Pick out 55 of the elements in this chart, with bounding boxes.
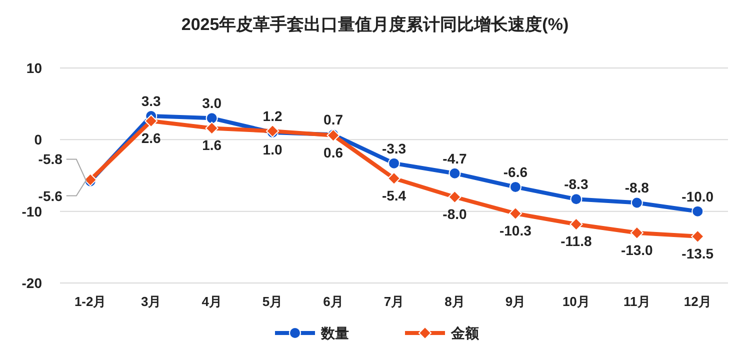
point (691, 230, 704, 243)
data-label: 1.2 (262, 108, 282, 124)
data-label: -13.5 (682, 245, 714, 262)
point (448, 190, 462, 204)
data-label: -8.3 (564, 176, 588, 192)
point (570, 193, 582, 206)
point (630, 196, 643, 209)
data-label: -3.3 (382, 140, 406, 156)
y-tick-label: 10 (26, 60, 42, 76)
x-tick-label: 12月 (684, 294, 712, 309)
data-label: 0.7 (324, 112, 344, 128)
data-label: -8.8 (624, 180, 650, 196)
data-label: -4.7 (442, 150, 468, 166)
data-label: -11.8 (560, 233, 592, 250)
point (508, 206, 522, 220)
x-tick-label: 7月 (384, 294, 404, 309)
y-tick-label: -10 (22, 203, 42, 220)
x-tick-label: 10月 (562, 294, 590, 309)
point (388, 172, 400, 185)
point (692, 205, 704, 218)
data-label: -5.4 (382, 187, 406, 204)
chart-title: 2025年皮革手套出口量值月度累计同比增长速度(%) (181, 15, 569, 34)
data-label: -6.6 (503, 164, 528, 180)
point (570, 218, 583, 231)
data-label: 1.6 (202, 137, 222, 154)
point (206, 112, 218, 124)
x-tick-label: 9月 (505, 294, 526, 309)
x-tick-label: 6月 (323, 294, 344, 309)
data-label: 3.0 (202, 95, 222, 112)
x-tick-label: 3月 (140, 294, 162, 309)
data-label: -5.6 (38, 188, 63, 204)
point (448, 167, 461, 180)
x-tick-label: 4月 (202, 294, 222, 309)
data-label: -8.0 (442, 206, 468, 222)
point (509, 180, 522, 193)
x-tick-label: 11月 (624, 294, 650, 309)
data-label: 1.0 (262, 142, 282, 158)
legend-label: 数量 (320, 325, 349, 341)
x-tick-label: 5月 (262, 294, 283, 309)
x-tick-label: 8月 (444, 294, 465, 309)
legend-label: 金额 (450, 325, 480, 341)
data-label: 0.6 (324, 144, 344, 160)
point (144, 114, 158, 128)
data-label: -10.3 (499, 222, 532, 238)
point (388, 157, 400, 170)
data-label: -13.0 (620, 242, 654, 258)
data-label: 3.3 (141, 93, 162, 110)
data-label: -5.8 (38, 151, 63, 168)
x-tick-label: 1-2月 (74, 294, 106, 309)
data-label: 2.6 (141, 130, 162, 146)
point (630, 226, 644, 240)
y-tick-label: 0 (34, 132, 42, 148)
y-tick-label: -20 (22, 275, 42, 291)
data-label: -10.0 (682, 188, 714, 204)
point (205, 122, 218, 135)
